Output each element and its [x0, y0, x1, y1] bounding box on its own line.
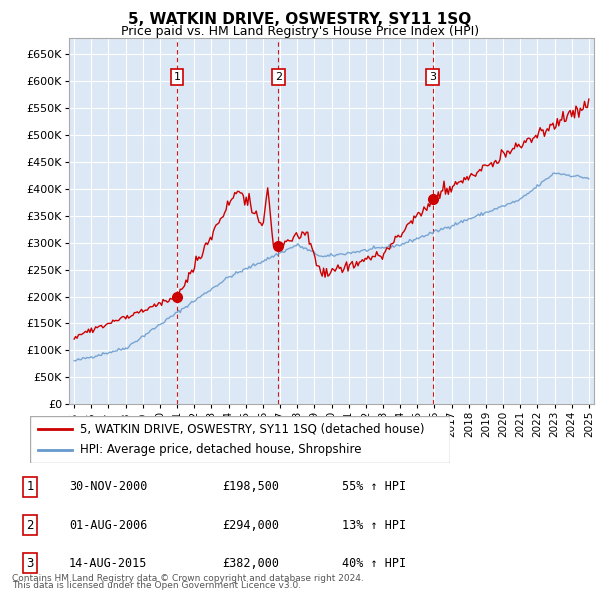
Text: 01-AUG-2006: 01-AUG-2006	[69, 519, 148, 532]
Text: 3: 3	[429, 72, 436, 82]
Text: 2: 2	[26, 519, 34, 532]
Text: This data is licensed under the Open Government Licence v3.0.: This data is licensed under the Open Gov…	[12, 581, 301, 590]
Text: 1: 1	[173, 72, 181, 82]
Text: 5, WATKIN DRIVE, OSWESTRY, SY11 1SQ (detached house): 5, WATKIN DRIVE, OSWESTRY, SY11 1SQ (det…	[80, 422, 425, 435]
Text: 1: 1	[26, 480, 34, 493]
Text: £382,000: £382,000	[222, 557, 279, 570]
FancyBboxPatch shape	[30, 416, 450, 463]
Text: 40% ↑ HPI: 40% ↑ HPI	[342, 557, 406, 570]
Text: 55% ↑ HPI: 55% ↑ HPI	[342, 480, 406, 493]
Text: Price paid vs. HM Land Registry's House Price Index (HPI): Price paid vs. HM Land Registry's House …	[121, 25, 479, 38]
Text: 5, WATKIN DRIVE, OSWESTRY, SY11 1SQ: 5, WATKIN DRIVE, OSWESTRY, SY11 1SQ	[128, 12, 472, 27]
Text: 3: 3	[26, 557, 34, 570]
Text: 2: 2	[275, 72, 282, 82]
Text: Contains HM Land Registry data © Crown copyright and database right 2024.: Contains HM Land Registry data © Crown c…	[12, 574, 364, 583]
Text: £294,000: £294,000	[222, 519, 279, 532]
Text: 13% ↑ HPI: 13% ↑ HPI	[342, 519, 406, 532]
Text: 30-NOV-2000: 30-NOV-2000	[69, 480, 148, 493]
Text: HPI: Average price, detached house, Shropshire: HPI: Average price, detached house, Shro…	[80, 444, 362, 457]
Text: £198,500: £198,500	[222, 480, 279, 493]
Text: 14-AUG-2015: 14-AUG-2015	[69, 557, 148, 570]
